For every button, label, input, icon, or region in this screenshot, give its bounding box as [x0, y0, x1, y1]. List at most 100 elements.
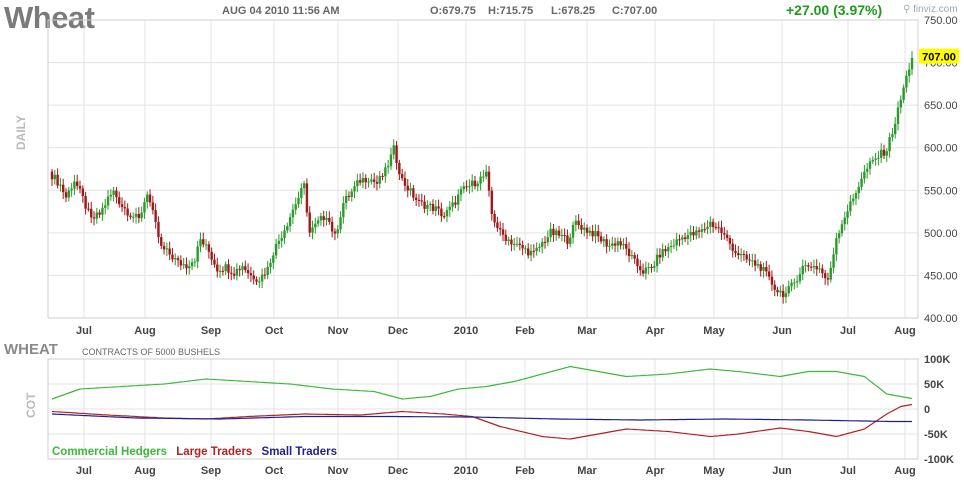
price-candle: [353, 181, 356, 199]
candle-body: [244, 266, 247, 271]
candle-body: [406, 185, 409, 191]
price-candle: [835, 232, 838, 262]
price-candle: [779, 285, 782, 297]
price-candle: [821, 264, 824, 278]
cot-date-tick-label: May: [703, 465, 725, 477]
legend-large-traders: Large Traders: [176, 446, 253, 458]
price-candle: [893, 117, 897, 139]
cot-series-commercial-hedgers: [51, 365, 913, 400]
brand-logo[interactable]: ⚲ finviz.com: [903, 4, 958, 15]
price-candle: [151, 195, 155, 215]
candle-body: [300, 188, 303, 198]
candle-body: [731, 243, 734, 251]
candle-body: [703, 229, 706, 231]
price-candle: [653, 260, 656, 272]
high-price: H:715.75: [488, 5, 534, 17]
price-candle: [409, 182, 412, 196]
candle-body: [64, 192, 68, 198]
candle-body: [641, 270, 645, 274]
price-candle: [843, 211, 846, 231]
cot-chart[interactable]: 100K 50K 0 -50K -100K Jul Aug Sep Oct Nov Dec 2010 F…: [0, 340, 964, 480]
price-candle: [227, 259, 230, 280]
price-candle: [543, 236, 547, 249]
price-candle: [737, 246, 740, 260]
candle-body: [302, 183, 306, 189]
price-candle: [818, 262, 821, 274]
price-candle: [731, 238, 734, 258]
price-candle: [137, 207, 141, 224]
price-chart[interactable]: 750.00700.00650.00600.00550.00500.00450.…: [0, 0, 964, 340]
candle-body: [109, 194, 113, 197]
candle-body: [588, 230, 592, 233]
price-candle: [64, 188, 68, 203]
candle-body: [224, 264, 227, 272]
candle-body: [112, 190, 115, 195]
candle-body: [218, 270, 222, 272]
candle-body: [104, 205, 107, 208]
cot-date-tick-label: Oct: [265, 465, 284, 477]
price-candle: [342, 196, 345, 224]
candle-body: [372, 179, 376, 182]
candle-body: [563, 235, 566, 237]
low-price: L:678.25: [551, 5, 596, 17]
price-candle: [364, 174, 367, 190]
cot-tick-label: 50K: [924, 379, 944, 391]
price-candle: [190, 258, 194, 271]
candle-body: [591, 230, 594, 237]
candle-body: [902, 87, 905, 100]
price-candle: [129, 212, 132, 220]
price-candle: [770, 270, 774, 291]
price-candle: [263, 267, 267, 280]
candle-body: [538, 246, 541, 248]
price-candle: [378, 170, 381, 189]
candle-body: [709, 221, 712, 227]
price-candle: [78, 180, 82, 194]
price-candle: [832, 247, 835, 274]
candle-body: [510, 239, 513, 245]
candle-body: [790, 282, 793, 287]
candle-body: [213, 259, 216, 265]
price-candle: [470, 174, 474, 193]
price-candle: [328, 211, 331, 225]
price-candle: [412, 184, 415, 201]
candle-body: [392, 145, 395, 155]
price-candle: [521, 240, 524, 256]
candle-body: [725, 234, 729, 238]
candle-body: [157, 221, 160, 238]
candle-body: [594, 231, 597, 237]
candle-body: [597, 231, 600, 237]
price-candle: [910, 51, 914, 76]
price-candle: [658, 248, 662, 264]
candle-body: [759, 264, 762, 271]
cot-tick-label: 0: [924, 404, 930, 416]
price-candle: [84, 191, 87, 215]
legend-small-traders: Small Traders: [261, 446, 337, 458]
price-candle: [706, 220, 709, 235]
candle-body: [263, 274, 267, 276]
price-candle: [437, 199, 440, 216]
price-candle: [527, 243, 530, 259]
candle-body: [137, 213, 141, 219]
candle-body: [207, 244, 211, 252]
candle-body: [874, 158, 877, 160]
candle-body: [451, 202, 454, 207]
price-candle: [487, 165, 491, 197]
candle-body: [78, 185, 82, 189]
price-candle: [507, 236, 510, 246]
candle-body: [67, 190, 71, 198]
price-candle: [104, 198, 107, 215]
candle-body: [630, 255, 634, 257]
close-price: C:707.00: [612, 5, 658, 17]
candle-body: [745, 254, 748, 260]
price-candle: [319, 212, 323, 226]
candle-body: [437, 206, 440, 209]
candle-body: [521, 244, 524, 249]
candle-body: [639, 266, 642, 271]
price-candle: [420, 193, 423, 206]
candle-body: [204, 244, 208, 246]
price-candle: [571, 221, 575, 244]
price-candle: [717, 221, 720, 234]
candle-body: [574, 220, 578, 225]
price-candle: [154, 203, 157, 229]
date-tick-label: Sep: [201, 325, 221, 337]
